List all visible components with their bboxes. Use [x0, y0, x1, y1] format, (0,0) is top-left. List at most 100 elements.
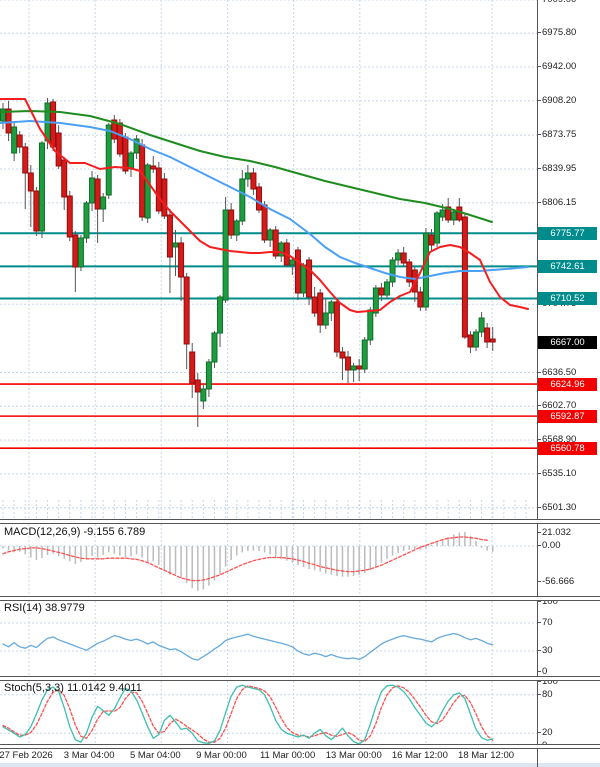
bear-candle — [356, 365, 363, 370]
bear-candle — [417, 291, 424, 308]
bear-candle — [378, 287, 385, 296]
indicator-tick-label: 80 — [537, 688, 553, 700]
bear-candle — [255, 186, 262, 211]
bull-candle — [200, 388, 207, 402]
price-tick-label: 6501.30 — [536, 501, 577, 513]
bull-candle — [322, 312, 329, 326]
bear-candle — [228, 209, 235, 236]
bull-candle — [133, 138, 140, 154]
bear-candle — [166, 214, 173, 258]
bear-candle — [339, 351, 346, 359]
bear-candle — [489, 338, 496, 343]
bull-candle — [77, 237, 84, 268]
bottom-edge — [0, 763, 600, 767]
price-tick-label: 6908.20 — [536, 94, 577, 106]
price-tick-label: 7009.00 — [542, 0, 576, 5]
bear-candle — [294, 249, 301, 294]
resistance-badge: 6775.77 — [538, 226, 597, 240]
indicator-tick-label: 100 — [537, 676, 558, 687]
resistance-badge: 6742.61 — [538, 259, 597, 273]
bull-candle — [434, 212, 441, 244]
bull-candle — [395, 252, 402, 261]
bear-candle — [467, 334, 474, 348]
bull-candle — [172, 242, 179, 248]
stoch-d-line — [2, 685, 494, 743]
bear-candle — [66, 195, 73, 238]
bear-candle — [27, 172, 34, 192]
bear-candle — [122, 136, 129, 172]
bull-candle — [289, 259, 296, 266]
bull-candle — [217, 296, 224, 334]
support-badge: 6560.78 — [538, 441, 597, 455]
time-tick-label: 18 Mar 12:00 — [458, 750, 515, 761]
bull-candle — [89, 177, 96, 204]
bull-candle — [233, 220, 240, 236]
bull-candle — [383, 281, 390, 296]
bear-candle — [150, 165, 157, 170]
panel-separator — [0, 676, 600, 681]
price-panel[interactable] — [0, 0, 600, 520]
rsi-panel[interactable] — [0, 601, 600, 677]
stoch-k-line — [2, 684, 494, 745]
support-badge: 6624.96 — [538, 377, 597, 391]
bear-candle — [400, 252, 407, 264]
bull-candle — [350, 365, 357, 371]
price-axis-line — [537, 0, 538, 767]
stoch-panel[interactable] — [0, 681, 600, 745]
bull-candle — [267, 229, 274, 241]
bull-candle — [278, 242, 285, 257]
bear-candle — [116, 122, 123, 155]
price-tick-label: 6975.80 — [536, 27, 577, 39]
bull-candle — [38, 142, 45, 232]
bull-candle — [244, 172, 251, 180]
bear-candle — [50, 101, 57, 148]
time-tick-label: 11 Mar 00:00 — [259, 750, 316, 761]
bear-candle — [5, 108, 12, 134]
medium-ma — [0, 120, 529, 280]
indicator-tick-label: 0 — [536, 666, 548, 677]
bull-candle — [100, 196, 107, 210]
bull-candle — [205, 361, 212, 390]
bull-candle — [361, 339, 368, 370]
bull-candle — [478, 317, 485, 333]
bull-candle — [422, 232, 429, 308]
bull-candle — [439, 209, 446, 218]
price-tick-label: 6873.75 — [536, 129, 577, 141]
bull-candle — [144, 164, 151, 219]
bear-candle — [311, 296, 318, 314]
indicator-tick-label: 70 — [537, 617, 553, 628]
bear-candle — [456, 206, 463, 221]
panel-separator — [0, 596, 600, 601]
bear-candle — [178, 242, 185, 278]
slow-ma — [0, 110, 493, 223]
bull-candle — [222, 209, 229, 301]
bull-candle — [83, 202, 90, 239]
bull-candle — [127, 152, 134, 170]
indicator-tick-label: 0.00 — [537, 540, 561, 551]
current-price-badge: 6667.00 — [538, 335, 597, 349]
time-tick-label: 13 Mar 00:00 — [325, 750, 382, 761]
price-tick-label: 6636.50 — [536, 366, 577, 378]
bear-candle — [317, 292, 324, 326]
bear-candle — [306, 259, 313, 298]
bear-candle — [250, 172, 257, 190]
bear-candle — [484, 327, 491, 343]
bull-candle — [389, 259, 396, 283]
time-tick-label: 5 Mar 04:00 — [129, 750, 181, 761]
bear-candle — [428, 234, 435, 246]
macd-panel[interactable] — [0, 524, 600, 597]
bear-candle — [461, 216, 468, 338]
bear-candle — [94, 178, 101, 210]
bear-candle — [61, 159, 68, 198]
time-tick-label: 9 Mar 00:00 — [196, 750, 247, 761]
indicator-tick-label: -56.666 — [536, 576, 575, 588]
bear-candle — [111, 119, 118, 140]
bull-candle — [105, 124, 112, 196]
panel-separator — [0, 744, 600, 749]
price-tick-label: 6839.95 — [536, 163, 577, 175]
bull-candle — [328, 301, 335, 314]
macd-signal-line — [2, 536, 488, 582]
bull-candle — [211, 332, 218, 363]
price-tick-label: 6942.00 — [536, 61, 577, 72]
